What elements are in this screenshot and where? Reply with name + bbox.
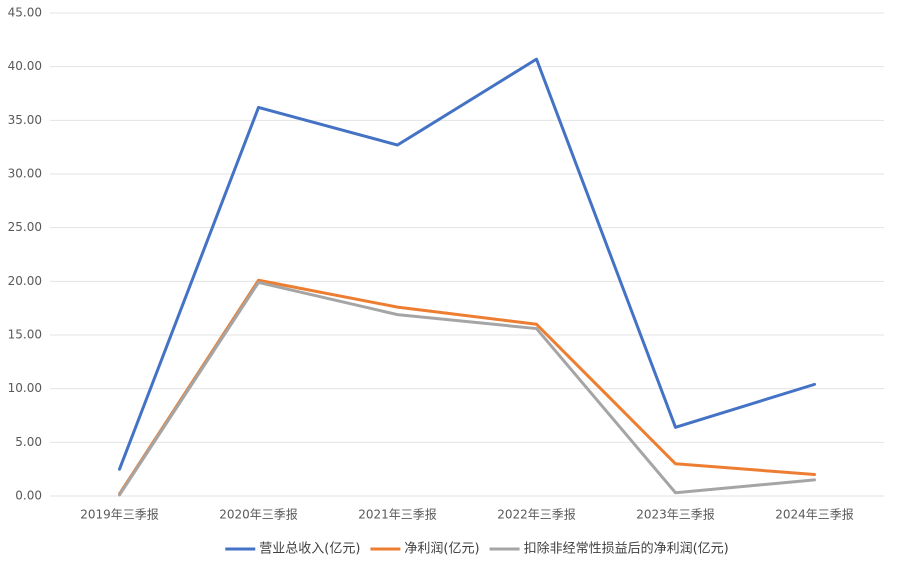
series-line — [118, 57, 816, 471]
legend-label: 营业总收入(亿元) — [259, 542, 360, 557]
y-tick-label: 30.00 — [8, 167, 42, 181]
x-tick-label: 2021年三季报 — [358, 507, 437, 522]
y-tick-label: 25.00 — [8, 220, 42, 234]
y-tick-label: 15.00 — [8, 328, 42, 342]
x-tick-label: 2024年三季报 — [775, 507, 854, 522]
legend: 营业总收入(亿元) 净利润(亿元) 扣除非经常性损益后的净利润(亿元) — [225, 541, 729, 557]
y-tick-label: 10.00 — [8, 381, 42, 395]
x-tick-label: 2019年三季报 — [80, 507, 159, 522]
x-tick-label: 2023年三季报 — [636, 507, 715, 522]
y-tick-label: 5.00 — [15, 435, 42, 449]
x-tick-label: 2020年三季报 — [219, 507, 298, 522]
legend-label: 扣除非经常性损益后的净利润(亿元) — [524, 541, 729, 557]
y-tick-label: 45.00 — [8, 6, 42, 20]
y-tick-label: 20.00 — [8, 274, 42, 288]
series-line — [118, 278, 816, 496]
legend-label: 净利润(亿元) — [404, 542, 479, 557]
series-line — [118, 280, 816, 497]
y-tick-label: 40.00 — [8, 59, 42, 73]
y-tick-label: 35.00 — [8, 113, 42, 127]
x-tick-label: 2022年三季报 — [497, 507, 576, 522]
y-tick-label: 0.00 — [15, 489, 42, 503]
